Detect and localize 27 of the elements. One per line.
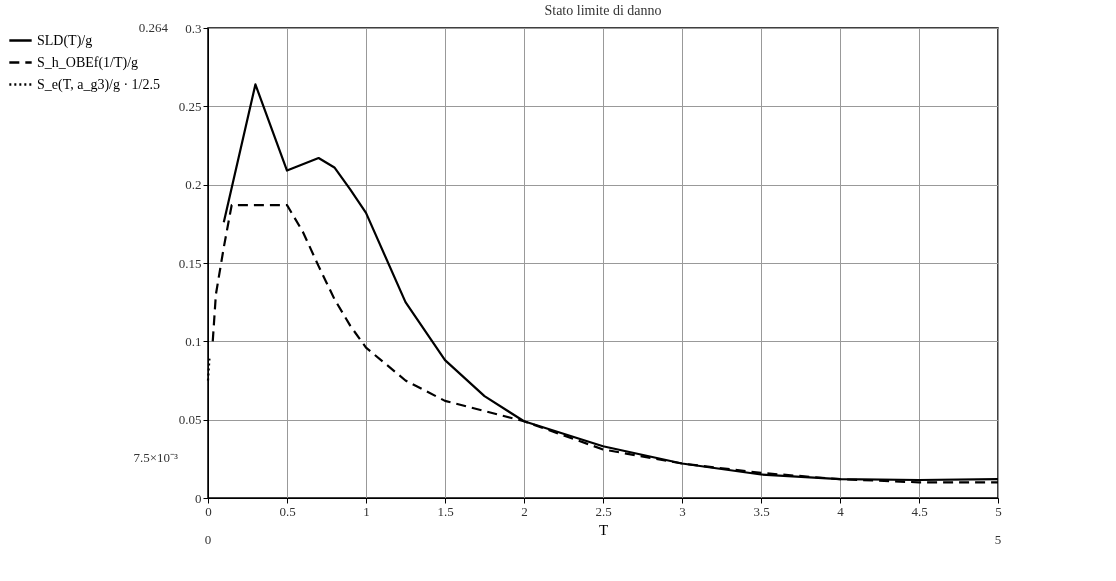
x-tick-label: 1.5 — [437, 503, 454, 519]
legend-label: S_e(T, a_g3)/g · 1/2.5 — [37, 76, 160, 93]
x-tick-label: 3.5 — [753, 503, 770, 519]
x-tick-label: 3 — [679, 503, 686, 519]
y-tick-label: 0.25 — [178, 98, 202, 114]
x-tick-label: 2 — [521, 503, 528, 519]
legend-label: S_h_OBEf(1/T)/g — [37, 54, 139, 71]
y-tick-label: 0 — [195, 490, 202, 506]
text: 0.264 — [138, 20, 169, 35]
x-tick-label: 1 — [363, 503, 370, 519]
x-tick-label: 5 — [995, 503, 1002, 519]
text: 0 — [204, 532, 212, 547]
x-tick-label: 4.5 — [911, 503, 928, 519]
y-tick-label: 0.05 — [178, 412, 202, 428]
legend-label: SLD(T)/g — [37, 32, 93, 49]
x-tick-label: 0.5 — [279, 503, 296, 519]
x-tick-label: 0 — [205, 503, 212, 519]
x-tick-label: 2.5 — [595, 503, 612, 519]
x-axis-title: T — [598, 521, 609, 538]
y-tick-label: 0.2 — [185, 177, 202, 193]
y-tick-label: 0.15 — [178, 255, 202, 271]
chart-title: Stato limite di danno — [544, 3, 662, 18]
x-tick-label: 4 — [837, 503, 845, 519]
text: 7.5×10⁻³ — [133, 450, 179, 465]
y-tick-label: 0.3 — [185, 20, 202, 36]
y-tick-label: 0.1 — [185, 333, 202, 349]
text: 5 — [994, 532, 1002, 547]
